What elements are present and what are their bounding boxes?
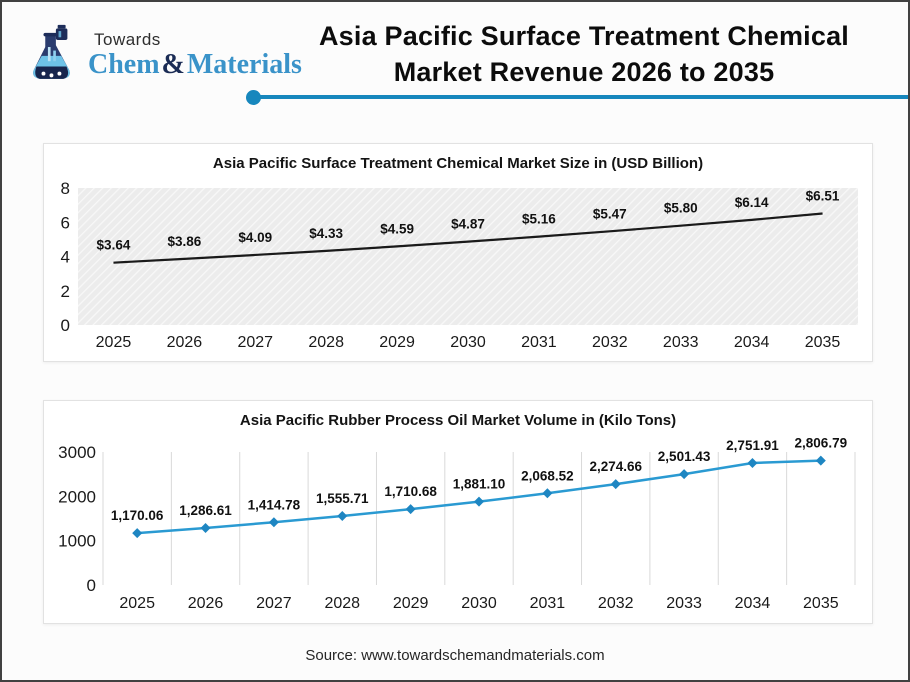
data-point-marker — [542, 488, 553, 499]
page-title-line2: Market Revenue 2026 to 2035 — [393, 57, 775, 87]
flask-body — [33, 32, 70, 79]
logo-ampersand: & — [161, 49, 185, 80]
y-tick-label: 2 — [61, 282, 70, 301]
data-point-label: $4.09 — [238, 230, 272, 245]
y-tick-label: 6 — [61, 213, 70, 232]
chart-card-market-size: Asia Pacific Surface Treatment Chemical … — [43, 143, 873, 362]
x-tick-label: 2035 — [803, 595, 839, 612]
y-tick-label: 4 — [61, 248, 70, 267]
data-point-label: $3.86 — [167, 234, 201, 249]
chart-line — [113, 212, 823, 264]
data-point-label: 2,751.91 — [726, 438, 779, 453]
x-tick-label: 2033 — [663, 334, 699, 351]
data-point-label: 1,555.71 — [316, 491, 369, 506]
x-tick-label: 2025 — [96, 334, 132, 351]
data-point-marker — [268, 517, 279, 528]
data-point-label: 2,806.79 — [795, 436, 848, 451]
data-point-label: 1,170.06 — [111, 508, 164, 523]
data-point-marker — [405, 504, 416, 515]
y-tick-label: 0 — [87, 576, 96, 595]
market-size-line-chart: 0 2 4 6 8 2025 2026 2027 2028 2029 2030 2031 2032 203… — [61, 179, 858, 351]
data-point-marker — [747, 457, 758, 468]
brand-logo: Towards Chem&Materials — [24, 24, 302, 86]
data-point-label: $5.47 — [593, 206, 627, 221]
y-tick-label: 3000 — [58, 443, 96, 462]
logo-materials-text: Materials — [186, 49, 302, 80]
y-tick-label: 0 — [61, 316, 70, 335]
page-title-line1: Asia Pacific Surface Treatment Chemical — [318, 21, 850, 51]
data-point-label: $4.59 — [380, 221, 414, 236]
x-tick-label: 2026 — [188, 595, 224, 612]
x-tick-label: 2026 — [167, 334, 203, 351]
chart-card-market-volume: Asia Pacific Rubber Process Oil Market V… — [43, 400, 873, 624]
x-tick-label: 2032 — [592, 334, 628, 351]
y-tick-label: 1000 — [58, 532, 96, 551]
data-point-label: 1,414.78 — [248, 497, 301, 512]
data-point-label: $6.14 — [735, 195, 769, 210]
x-tick-label: 2034 — [734, 334, 770, 351]
x-tick-label: 2034 — [735, 595, 771, 612]
data-point-label: 2,274.66 — [589, 459, 642, 474]
x-tick-label: 2035 — [805, 334, 841, 351]
x-tick-label: 2030 — [461, 595, 497, 612]
plot-area — [103, 452, 855, 585]
x-tick-label: 2029 — [393, 595, 429, 612]
data-point-label: $5.16 — [522, 212, 556, 227]
data-point-marker — [132, 528, 143, 539]
logo-chem-text: Chem — [88, 49, 160, 80]
logo-towards-text: Towards — [94, 30, 161, 49]
y-tick-label: 8 — [61, 179, 70, 198]
data-point-label: 1,286.61 — [179, 503, 232, 518]
data-point-label: $4.33 — [309, 226, 343, 241]
data-point-label: $4.87 — [451, 217, 485, 232]
title-underline — [254, 95, 908, 99]
x-tick-label: 2031 — [521, 334, 557, 351]
bottle-icon — [55, 24, 68, 40]
data-point-label: $6.51 — [806, 189, 840, 204]
x-tick-label: 2030 — [450, 334, 486, 351]
data-point-marker — [610, 479, 621, 490]
data-point-label: $3.64 — [97, 238, 131, 253]
x-tick-label: 2033 — [666, 595, 702, 612]
chart2-title: Asia Pacific Rubber Process Oil Market V… — [239, 412, 677, 429]
x-tick-label: 2031 — [530, 595, 566, 612]
brand-text: Towards Chem&Materials — [88, 30, 302, 80]
x-tick-label: 2025 — [119, 595, 155, 612]
page-title: Asia Pacific Surface Treatment Chemical … — [264, 18, 904, 90]
data-point-label: 2,068.52 — [521, 468, 574, 483]
data-point-marker — [200, 522, 211, 533]
flask-icon — [33, 24, 70, 79]
x-tick-label: 2032 — [598, 595, 634, 612]
data-point-marker — [815, 455, 826, 466]
market-volume-line-chart: 0 1000 2000 3000 2025 2026 2027 2028 2029 2030 203… — [58, 436, 856, 612]
data-point-label: $5.80 — [664, 201, 698, 216]
x-tick-label: 2027 — [256, 595, 292, 612]
x-tick-label: 2027 — [237, 334, 273, 351]
data-point-label: 1,710.68 — [384, 484, 437, 499]
x-tick-label: 2028 — [324, 595, 360, 612]
data-point-marker — [679, 469, 690, 480]
data-point-label: 2,501.43 — [658, 449, 711, 464]
logo-brand-name: Chem&Materials — [88, 50, 302, 80]
source-note: Source: www.towardschemandmaterials.com — [305, 647, 605, 664]
data-point-label: 1,881.10 — [453, 477, 506, 492]
data-point-marker — [474, 496, 484, 507]
chart1-title: Asia Pacific Surface Treatment Chemical … — [212, 155, 704, 172]
title-underline-dot — [246, 90, 261, 105]
x-tick-label: 2028 — [308, 334, 344, 351]
y-tick-label: 2000 — [58, 487, 96, 506]
x-tick-label: 2029 — [379, 334, 415, 351]
data-point-marker — [337, 511, 348, 522]
